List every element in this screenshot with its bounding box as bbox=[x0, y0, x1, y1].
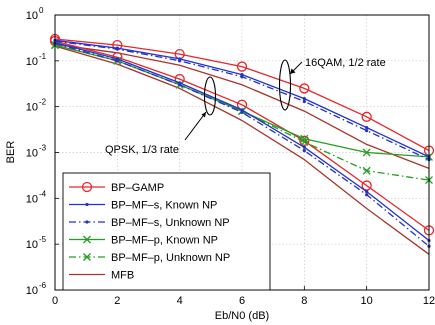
legend-label: BP–GAMP bbox=[111, 182, 164, 194]
legend-label: BP–MF–s, Unknown NP bbox=[111, 217, 230, 229]
legend-item: BP–MF–s, Known NP bbox=[69, 200, 217, 212]
data-point bbox=[365, 125, 369, 130]
y-tick-exponent: -1 bbox=[39, 52, 47, 61]
data-point bbox=[115, 59, 119, 63]
data-point bbox=[365, 193, 369, 197]
x-tick-label: 8 bbox=[301, 295, 307, 307]
data-point bbox=[240, 110, 244, 114]
annotation-arrow-qpsk bbox=[184, 111, 207, 141]
legend-item: BP–MF–p, Known NP bbox=[69, 235, 218, 247]
series-16qam bbox=[53, 39, 431, 162]
data-point bbox=[178, 83, 182, 87]
y-tick-label: 10 bbox=[26, 285, 38, 297]
legend-marker bbox=[81, 181, 93, 193]
legend-marker bbox=[83, 253, 91, 261]
series-line bbox=[54, 40, 430, 231]
legend-label: BP–MF–p, Unknown NP bbox=[111, 252, 230, 264]
x-tick-label: 2 bbox=[114, 295, 120, 307]
annotation-16qam: 16QAM, 1/2 rate bbox=[305, 57, 386, 69]
y-tick-label: 10 bbox=[26, 193, 38, 205]
annotation-arrowhead-qpsk bbox=[201, 112, 206, 118]
legend-marker bbox=[83, 235, 91, 244]
data-point bbox=[299, 135, 310, 146]
data-point bbox=[365, 129, 369, 133]
legend-item: BP–MF–p, Unknown NP bbox=[69, 252, 230, 264]
data-point bbox=[361, 111, 372, 122]
legend-marker-stroke bbox=[83, 235, 91, 244]
y-tick-exponent: -6 bbox=[39, 281, 47, 290]
annotations: 16QAM, 1/2 rate QPSK, 1/3 rate bbox=[105, 57, 386, 156]
y-tick-label: 10 bbox=[26, 102, 38, 114]
y-tick-exponent: -3 bbox=[39, 144, 47, 153]
annotation-qpsk: QPSK, 1/3 rate bbox=[105, 144, 179, 156]
legend-item: BP–MF–s, Unknown NP bbox=[69, 217, 230, 229]
data-point bbox=[236, 61, 248, 72]
legend-item: BP–GAMP bbox=[69, 181, 164, 194]
data-point bbox=[240, 75, 244, 79]
data-point bbox=[302, 149, 306, 153]
y-tick-label: 10 bbox=[26, 148, 38, 160]
data-point bbox=[302, 96, 306, 101]
legend-label: BP–MF–p, Known NP bbox=[111, 235, 218, 247]
series-qpsk bbox=[53, 41, 431, 248]
series-layer bbox=[49, 33, 435, 255]
legend-label: BP–MF–s, Known NP bbox=[111, 200, 217, 212]
data-point bbox=[300, 137, 309, 146]
group-ellipse-16qam bbox=[278, 59, 292, 111]
y-tick-label: 10 bbox=[26, 56, 38, 68]
legend-marker-stroke bbox=[83, 253, 91, 261]
y-tick-exponent: -5 bbox=[39, 235, 47, 244]
legend: BP–GAMP BP–MF–s, Known NP BP–MF–s, Unknown… bbox=[62, 172, 271, 291]
x-axis-label: Eb/N0 (dB) bbox=[215, 310, 269, 322]
y-tick-label: 10 bbox=[26, 10, 38, 22]
data-point bbox=[178, 59, 182, 63]
series-line bbox=[54, 45, 430, 255]
legend-label: MFB bbox=[111, 270, 134, 282]
x-tick-label: 10 bbox=[361, 295, 373, 307]
data-point-stroke bbox=[300, 137, 309, 146]
data-point bbox=[302, 99, 306, 104]
y-tick-exponent: -4 bbox=[39, 189, 47, 198]
x-tick-label: 0 bbox=[52, 295, 58, 307]
y-tick-label: 10 bbox=[26, 239, 38, 251]
data-point bbox=[240, 108, 244, 112]
annotation-arrowhead-16qam bbox=[290, 68, 296, 74]
legend-box bbox=[62, 172, 271, 291]
group-ellipse-qpsk bbox=[203, 76, 217, 116]
y-tick-exponent: -2 bbox=[39, 98, 47, 107]
x-tick-label: 4 bbox=[177, 295, 183, 307]
y-axis-label: BER bbox=[5, 141, 17, 164]
x-tick-label: 6 bbox=[239, 295, 245, 307]
data-point bbox=[302, 145, 306, 149]
data-point-stroke bbox=[362, 166, 371, 175]
y-tick-exponent: 0 bbox=[39, 6, 44, 15]
data-point-stroke bbox=[362, 148, 371, 157]
series-line bbox=[54, 38, 430, 152]
legend-marker bbox=[85, 202, 89, 207]
data-point bbox=[299, 83, 310, 94]
data-point bbox=[365, 190, 369, 194]
legend-marker bbox=[85, 220, 89, 224]
x-tick-label: 12 bbox=[423, 295, 435, 307]
data-point bbox=[115, 47, 119, 51]
data-point bbox=[362, 148, 371, 157]
data-point bbox=[362, 166, 371, 175]
legend-item: MFB bbox=[69, 270, 134, 282]
series-qpsk bbox=[54, 45, 430, 255]
